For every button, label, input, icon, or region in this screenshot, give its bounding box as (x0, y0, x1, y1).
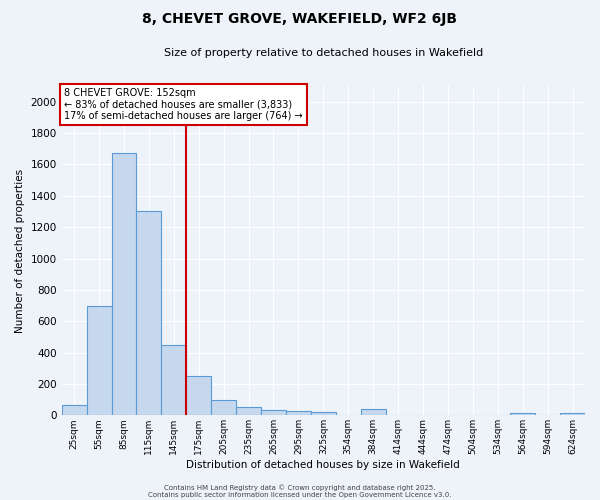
Bar (560, 413, 585, 416)
Bar (86, 306, 112, 416)
Text: 8, CHEVET GROVE, WAKEFIELD, WF2 6JB: 8, CHEVET GROVE, WAKEFIELD, WF2 6JB (143, 12, 458, 26)
X-axis label: Distribution of detached houses by size in Wakefield: Distribution of detached houses by size … (187, 460, 460, 470)
Title: Size of property relative to detached houses in Wakefield: Size of property relative to detached ho… (164, 48, 483, 58)
Bar (286, 412, 311, 416)
Bar (510, 413, 535, 416)
Bar (62, 405, 86, 415)
Bar (136, 212, 161, 416)
Bar (112, 154, 136, 416)
Y-axis label: Number of detached properties: Number of detached properties (15, 168, 25, 332)
Text: Contains public sector information licensed under the Open Government Licence v3: Contains public sector information licen… (148, 492, 452, 498)
Bar (211, 400, 236, 415)
Bar (236, 406, 261, 416)
Bar (261, 410, 286, 416)
Bar (311, 412, 336, 416)
Text: Contains HM Land Registry data © Crown copyright and database right 2025.: Contains HM Land Registry data © Crown c… (164, 484, 436, 491)
Bar (161, 344, 186, 416)
Bar (361, 409, 386, 416)
Bar (186, 376, 211, 416)
Text: 8 CHEVET GROVE: 152sqm
← 83% of detached houses are smaller (3,833)
17% of semi-: 8 CHEVET GROVE: 152sqm ← 83% of detached… (64, 88, 303, 121)
